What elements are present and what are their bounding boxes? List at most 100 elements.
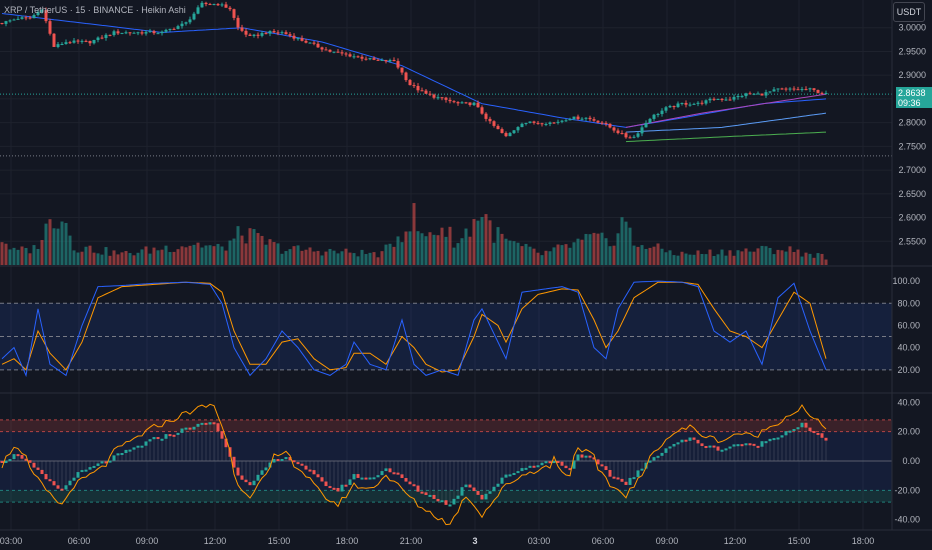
time-tick-label: 06:00 [68,536,91,546]
candle-body [40,10,44,12]
candle-body [392,59,396,62]
osc-candle [36,467,40,470]
osc-candle [328,486,332,489]
osc-candle [684,439,688,442]
time-tick-label: 18:00 [336,536,359,546]
time-tick-label: 3 [472,536,477,546]
candle-body [744,93,748,97]
osc-candle [532,465,536,468]
volume-bar [144,246,148,265]
volume-bar [460,238,464,265]
candle-body [548,122,552,125]
price-tick-label: 2.6500 [898,189,926,199]
volume-bar [88,245,92,265]
volume-bar [804,252,808,265]
volume-bar [744,248,748,265]
candle-body [636,133,640,137]
candle-body [388,59,392,62]
volume-bar [52,228,56,265]
volume-bar [708,249,712,265]
candle-body [348,54,352,57]
volume-bar [676,255,680,265]
osc-candle [148,439,152,442]
volume-bar [340,251,344,265]
osc-candle [764,441,768,444]
volume-bar [116,254,120,265]
osc-candle [772,438,776,441]
volume-bar [308,247,312,265]
volume-bar [120,252,124,265]
volume-bar [104,247,108,265]
osc-candle [296,462,300,465]
time-tick-label: 12:00 [204,536,227,546]
osc-candle [616,477,620,480]
volume-bar [600,232,604,265]
osc-candle [464,484,468,488]
osc-candle [68,480,72,486]
volume-bar [216,243,220,265]
volume-bar [380,251,384,265]
osc-candle [420,491,424,494]
osc-candle [804,422,808,428]
volume-bar [448,226,452,265]
osc-candle [812,431,816,434]
volume-bar [420,233,424,265]
volume-bar [756,248,760,265]
candle-body [676,103,680,108]
candle-body [336,51,340,53]
osc-candle [160,438,164,441]
osc-candle [512,473,516,476]
volume-bar [704,254,708,265]
osc-candle [116,453,120,456]
candle-body [280,32,284,34]
osc-candle [580,454,584,458]
volume-bar [400,242,404,265]
volume-bar [0,242,4,265]
volume-bar [472,219,476,265]
volume-bar [64,222,68,265]
candle-body [668,105,672,108]
time-tick-label: 09:00 [136,536,159,546]
volume-bar [212,246,216,265]
osc-candle [172,434,176,437]
volume-bar [220,246,224,265]
candle-body [208,4,212,6]
volume-bar [360,249,364,265]
osc-candle [164,434,168,439]
candle-body [608,123,612,128]
candle-body [736,96,740,98]
volume-bar [440,227,444,265]
volume-bar [44,223,48,265]
candle-body [224,4,228,8]
osc-candle [736,444,740,447]
osc-overbought-band [0,419,892,432]
volume-bar [640,245,644,265]
osc-candle [720,449,724,452]
volume-bar [256,233,260,265]
currency-button[interactable]: USDT [893,2,925,22]
volume-bar [124,251,128,265]
osc-candle [524,467,528,470]
candle-body [56,44,60,47]
time-tick-label: 21:00 [400,536,423,546]
candle-body [120,32,124,34]
volume-bar [500,233,504,265]
osc-candle [12,454,16,460]
candle-body [296,38,300,40]
volume-bar [160,249,164,265]
volume-bar [612,245,616,265]
candle-body [632,136,636,138]
volume-bar [768,247,772,265]
candle-body [508,133,512,137]
volume-bar [412,203,416,265]
volume-bar [100,254,104,265]
osc-candle [788,430,792,433]
osc-candle [408,481,412,485]
candle-body [260,33,264,36]
osc-candle [552,460,556,464]
osc-candle [696,439,700,444]
candle-body [824,93,828,95]
volume-bar [232,238,236,265]
candle-body [52,33,56,47]
